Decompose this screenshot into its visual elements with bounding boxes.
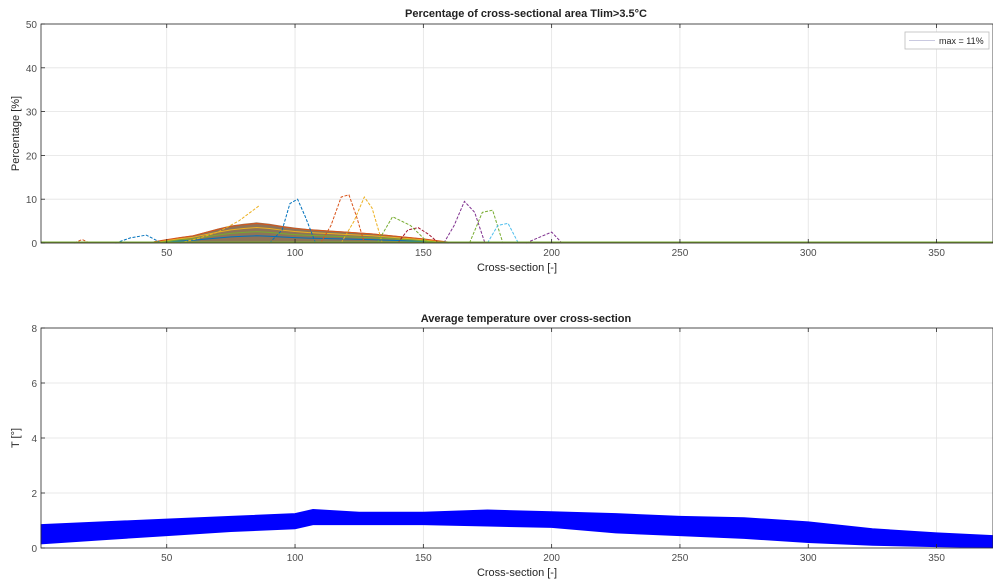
percentage-chart-legend: max = 11% [904,31,990,50]
percentage-chart-plot-area [41,194,993,244]
series-band-line [153,235,450,244]
temperature-chart-xlabel: Cross-section [-] [477,567,557,579]
y-tick-label: 0 [31,239,37,250]
percentage-chart-ticks: 50 100 150 200 250 300 350 0 10 20 30 40 50 [26,20,945,259]
series-line [320,194,365,244]
x-tick-label: 300 [800,248,817,259]
y-tick-label: 30 [26,108,38,119]
y-tick-label: 10 [26,195,38,206]
series-line [376,216,429,244]
x-tick-label: 100 [287,553,304,564]
temperature-chart-plot-area [40,508,993,548]
x-tick-label: 200 [543,248,560,259]
series-line [340,195,383,244]
y-tick-label: 40 [26,64,38,75]
temperature-series-band [40,508,993,548]
series-band-line [153,222,450,243]
x-tick-label: 250 [672,553,689,564]
series-band-line [153,227,450,243]
series-line [115,234,162,244]
temperature-chart-title: Average temperature over cross-section [421,313,632,325]
y-tick-label: 0 [31,544,37,555]
legend-entry-max: max = 11% [939,36,984,46]
percentage-chart-ylabel: Percentage [%] [10,96,22,171]
y-tick-label: 20 [26,151,38,162]
y-tick-label: 50 [26,20,38,31]
series-line [397,227,440,244]
x-tick-label: 350 [928,248,945,259]
temperature-chart-ticks: 50 100 150 200 250 300 350 0 2 4 6 8 [31,324,945,564]
legend-box [904,31,990,50]
series-line [469,209,504,244]
x-tick-label: 350 [928,553,945,564]
percentage-chart-frame [40,23,993,244]
x-tick-label: 150 [415,248,432,259]
x-tick-label: 50 [161,553,173,564]
x-tick-label: 100 [287,248,304,259]
x-tick-label: 300 [800,553,817,564]
series-line [443,200,486,244]
y-tick-label: 4 [31,434,37,445]
x-tick-label: 50 [161,248,173,259]
x-tick-label: 250 [672,248,689,259]
y-tick-label: 6 [31,379,37,390]
series-line [487,222,519,244]
y-tick-label: 2 [31,489,37,500]
x-tick-label: 200 [543,553,560,564]
y-tick-label: 8 [31,324,37,335]
temperature-chart: Average temperature over cross-section 5… [10,313,993,579]
percentage-chart-grid [41,23,993,244]
series-line [525,231,563,244]
percentage-chart: Percentage of cross-sectional area Tlim>… [10,8,993,274]
percentage-chart-xlabel: Cross-section [-] [477,262,557,274]
temperature-chart-ylabel: T [°] [10,428,22,448]
percentage-chart-title: Percentage of cross-sectional area Tlim>… [405,8,647,20]
x-tick-label: 150 [415,553,432,564]
series-line [269,198,317,244]
